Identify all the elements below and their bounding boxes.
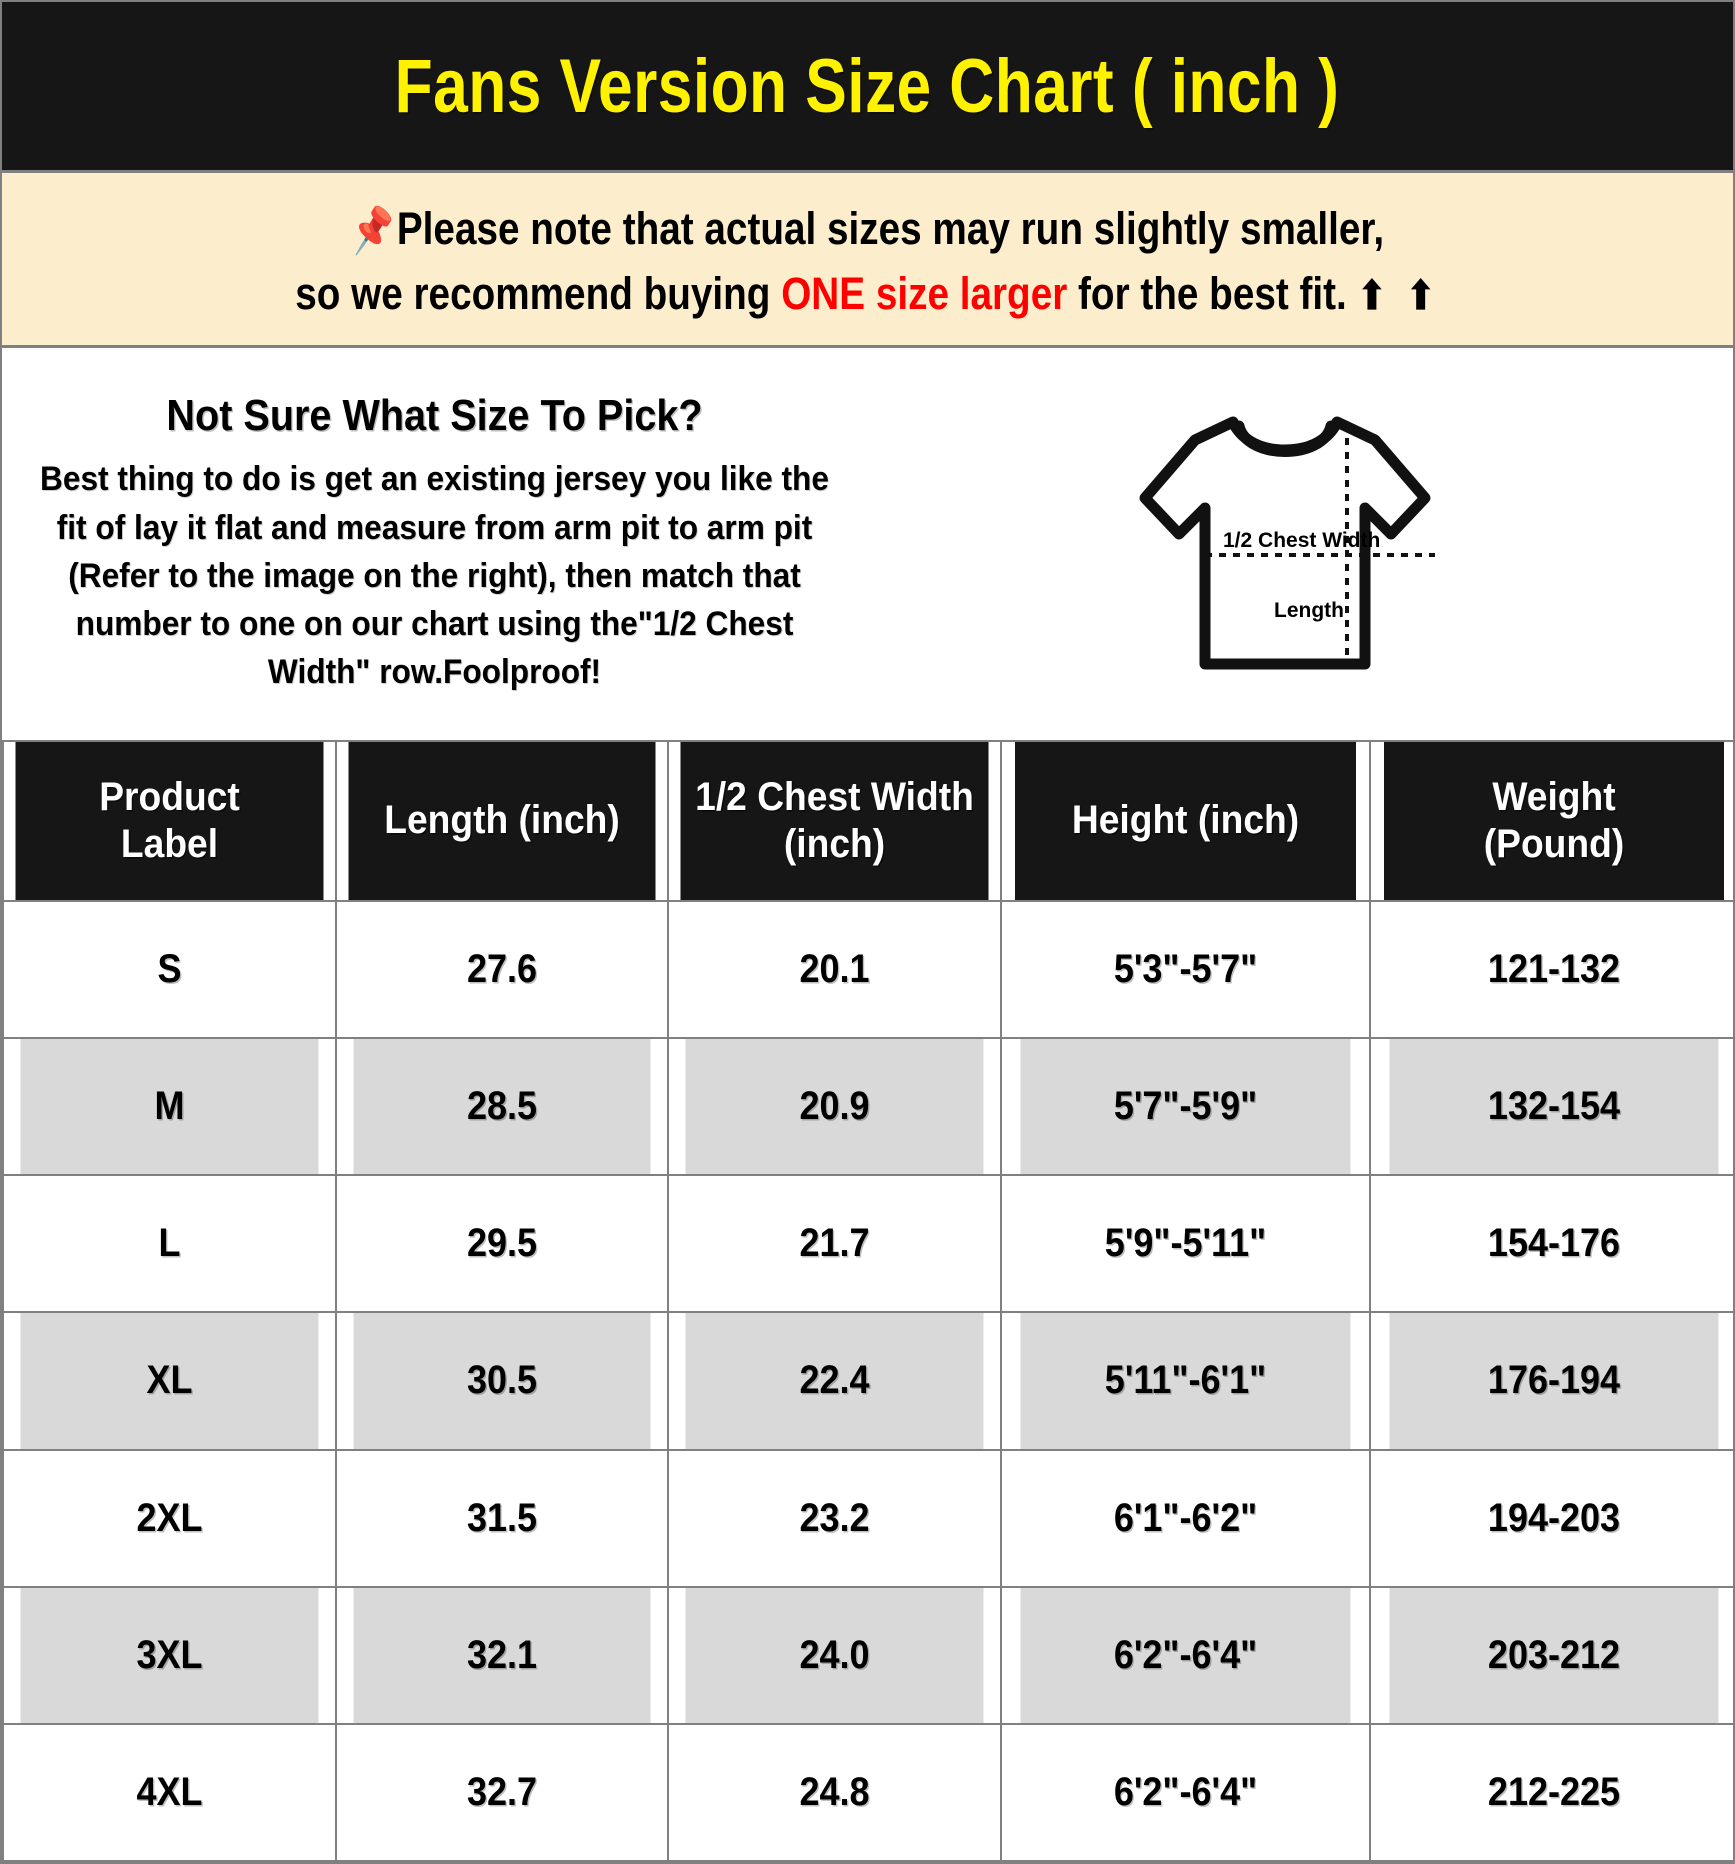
note-line-2-suffix: for the best fit. — [1067, 268, 1358, 319]
length-label: Length — [1274, 599, 1344, 622]
cell-product-label: M — [18, 1037, 321, 1177]
cell-weight: 132-154 — [1387, 1037, 1721, 1177]
cell-height: 5'7"-5'9" — [1018, 1037, 1353, 1177]
info-text-block: Not Sure What Size To Pick? Best thing t… — [2, 391, 877, 696]
cell-height: 5'3"-5'7" — [1018, 899, 1353, 1040]
note-line-1-text: Please note that actual sizes may run sl… — [397, 202, 1385, 254]
header-line: Label — [120, 822, 219, 866]
cell-length: 32.7 — [351, 1722, 653, 1863]
cell-half-chest: 20.9 — [683, 1037, 986, 1177]
note-highlight: ONE size larger — [780, 268, 1068, 319]
table-row: 3XL 32.1 24.0 6'2"-6'4" 203-212 — [3, 1585, 1735, 1725]
chest-width-label: 1/2 Chest Width — [1223, 529, 1380, 552]
cell-half-chest: 24.0 — [683, 1585, 986, 1725]
header-line: Weight — [1492, 774, 1616, 819]
pushpin-icon: 📌 — [347, 202, 398, 257]
cell-height: 6'2"-6'4" — [1018, 1585, 1353, 1725]
table-row: S 27.6 20.1 5'3"-5'7" 121-132 — [3, 899, 1735, 1040]
table-row: 4XL 32.7 24.8 6'2"-6'4" 212-225 — [3, 1722, 1735, 1863]
header-line: Height (inch) — [1071, 798, 1300, 843]
cell-weight: 154-176 — [1387, 1174, 1721, 1314]
cell-height: 6'2"-6'4" — [1018, 1722, 1353, 1863]
cell-length: 27.6 — [351, 899, 653, 1040]
cell-weight: 121-132 — [1387, 899, 1721, 1040]
header-line: Product — [99, 774, 240, 819]
cell-half-chest: 21.7 — [683, 1174, 986, 1314]
table-row: L 29.5 21.7 5'9"-5'11" 154-176 — [3, 1174, 1735, 1314]
header-line: Length (inch) — [384, 798, 620, 843]
cell-product-label: 4XL — [18, 1722, 321, 1863]
arrow-up-icon: ⬆ ⬆ — [1357, 274, 1441, 318]
page-title: Fans Version Size Chart ( inch ) — [395, 43, 1340, 129]
cell-weight: 212-225 — [1387, 1722, 1721, 1863]
column-header-length: Length (inch) — [346, 740, 658, 902]
table-row: M 28.5 20.9 5'7"-5'9" 132-154 — [3, 1037, 1735, 1177]
note-line-2-prefix: so we recommend buying — [294, 268, 781, 319]
info-body: Best thing to do is get an existing jers… — [40, 460, 829, 692]
cell-length: 32.1 — [351, 1585, 653, 1725]
tshirt-diagram: 1/2 Chest Width Length — [877, 402, 1733, 687]
cell-length: 31.5 — [351, 1448, 653, 1588]
cell-length: 28.5 — [351, 1037, 653, 1177]
column-header-weight: Weight (Pound) — [1381, 740, 1727, 902]
header-line: (inch) — [783, 822, 886, 866]
column-header-height: Height (inch) — [1012, 740, 1359, 902]
cell-product-label: XL — [18, 1311, 321, 1451]
cell-product-label: 2XL — [18, 1448, 321, 1588]
cell-length: 29.5 — [351, 1174, 653, 1314]
cell-half-chest: 23.2 — [683, 1448, 986, 1588]
column-header-product-label: Product Label — [13, 740, 326, 902]
table-header-row: Product Label Length (inch) 1/2 Chest Wi… — [3, 740, 1735, 902]
size-table: Product Label Length (inch) 1/2 Chest Wi… — [2, 740, 1735, 1863]
cell-product-label: S — [18, 899, 321, 1040]
header-line: (Pound) — [1483, 822, 1625, 866]
cell-product-label: L — [18, 1174, 321, 1314]
cell-half-chest: 24.8 — [683, 1722, 986, 1863]
column-header-half-chest-width: 1/2 Chest Width (inch) — [678, 740, 991, 902]
cell-half-chest: 20.1 — [683, 899, 986, 1040]
tshirt-icon: 1/2 Chest Width Length — [1139, 416, 1435, 669]
cell-length: 30.5 — [351, 1311, 653, 1451]
cell-half-chest: 22.4 — [683, 1311, 986, 1451]
size-table-head: Product Label Length (inch) 1/2 Chest Wi… — [3, 740, 1735, 902]
table-row: XL 30.5 22.4 5'11"-6'1" 176-194 — [3, 1311, 1735, 1451]
table-row: 2XL 31.5 23.2 6'1"-6'2" 194-203 — [3, 1448, 1735, 1588]
tshirt-collar — [1233, 420, 1337, 457]
note-line-1: 📌Please note that actual sizes may run s… — [348, 196, 1385, 261]
cell-height: 5'11"-6'1" — [1018, 1311, 1353, 1451]
cell-height: 6'1"-6'2" — [1018, 1448, 1353, 1588]
note-line-2: so we recommend buying ONE size larger f… — [295, 261, 1440, 326]
cell-height: 5'9"-5'11" — [1018, 1174, 1353, 1314]
info-heading: Not Sure What Size To Pick? — [166, 391, 703, 441]
cell-weight: 176-194 — [1387, 1311, 1721, 1451]
size-table-body: S 27.6 20.1 5'3"-5'7" 121-132 M 28.5 20.… — [3, 899, 1735, 1863]
cell-weight: 194-203 — [1387, 1448, 1721, 1588]
cell-weight: 203-212 — [1387, 1585, 1721, 1725]
title-banner: Fans Version Size Chart ( inch ) — [2, 2, 1733, 170]
note-band: 📌Please note that actual sizes may run s… — [2, 170, 1733, 348]
cell-product-label: 3XL — [18, 1585, 321, 1725]
info-section: Not Sure What Size To Pick? Best thing t… — [2, 348, 1733, 740]
header-line: 1/2 Chest Width — [695, 774, 974, 819]
